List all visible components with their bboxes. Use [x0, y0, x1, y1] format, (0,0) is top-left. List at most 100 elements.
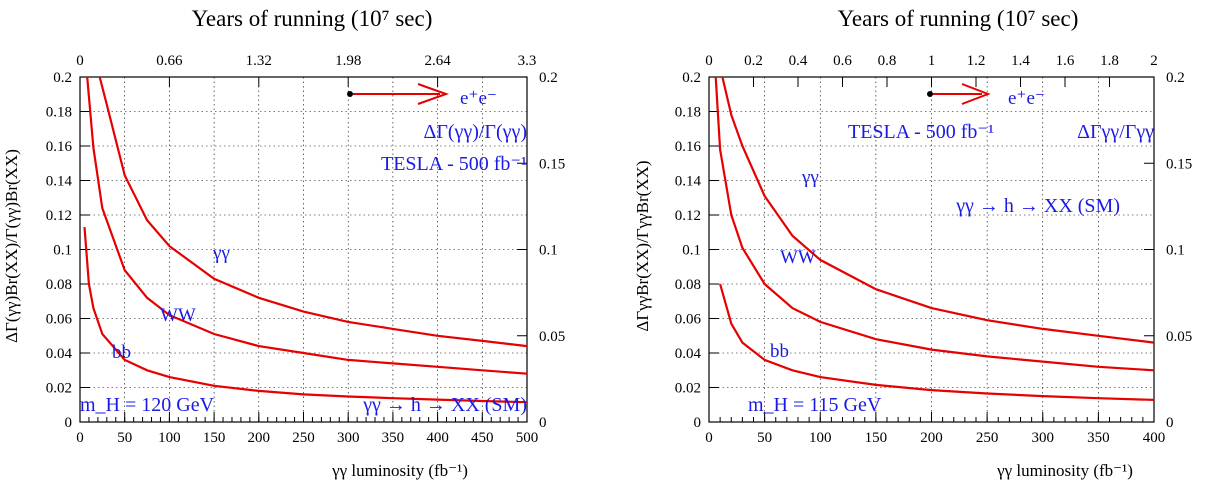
x-axis-title: γγ luminosity (fb⁻¹) — [331, 461, 468, 480]
y-axis-title: ΔΓγγBr(XX)/ΓγγBr(XX) — [633, 160, 652, 331]
top-tick-label: 0.8 — [878, 53, 897, 69]
process-label: γγ → h → XX (SM) — [362, 394, 527, 416]
y-tick-label: 0.18 — [46, 105, 72, 121]
grid-lines — [709, 77, 1154, 422]
top-tick-label: 1.6 — [1056, 53, 1075, 69]
x-tick-label: 350 — [382, 430, 405, 446]
top-tick-label: 1.8 — [1100, 53, 1119, 69]
right-tick-label: 0.1 — [539, 243, 558, 259]
y-tick-label: 0.16 — [675, 139, 702, 155]
ee-arrow-head — [961, 83, 991, 105]
curve-label-ww: WW — [160, 305, 196, 326]
top-axis-title: Years of running (10⁷ sec) — [838, 6, 1079, 31]
right-tick-label: 0.2 — [1166, 70, 1185, 86]
y-tick-label: 0.14 — [46, 174, 73, 190]
x-tick-label: 400 — [426, 430, 449, 446]
y-tick-label: 0.18 — [675, 105, 701, 121]
grid-lines — [80, 77, 527, 422]
y-tick-label: 0.2 — [53, 70, 72, 86]
y-tick-label: 0 — [65, 415, 73, 431]
top-tick-label: 0.2 — [744, 53, 763, 69]
tesla-label: TESLA - 500 fb⁻¹ — [381, 153, 527, 175]
top-tick-label: 3.3 — [518, 53, 537, 69]
left-plot: Years of running (10⁷ sec) 0 50 100 150 200 2… — [2, 6, 565, 480]
y-tick-label: 0.16 — [46, 139, 73, 155]
mass-label: m_H = 115 GeV — [748, 394, 882, 416]
y-tick-label: 0.08 — [46, 277, 72, 293]
x-tick-label: 0 — [76, 430, 84, 446]
tick-labels: 0 50 100 150 200 250 300 350 40000.020.040.060.0… — [675, 53, 1193, 446]
right-tick-label: 0 — [539, 415, 547, 431]
curves — [714, 76, 1155, 401]
y-tick-label: 0.04 — [46, 346, 73, 362]
curve-gg — [98, 76, 528, 348]
y-tick-label: 0.12 — [46, 208, 72, 224]
curve-gg — [721, 76, 1155, 344]
right-tick-label: 0.15 — [539, 156, 565, 172]
y-tick-label: 0.02 — [46, 381, 72, 397]
x-tick-label: 100 — [158, 430, 181, 446]
y-tick-label: 0.2 — [682, 70, 701, 86]
plot-frame — [79, 76, 528, 423]
x-tick-label: 450 — [471, 430, 494, 446]
top-tick-label: 0.6 — [833, 53, 852, 69]
y-tick-label: 0 — [694, 415, 702, 431]
curve-ww — [86, 76, 528, 375]
y-tick-label: 0.14 — [675, 174, 702, 190]
quantity-label: ΔΓγγ/Γγγ — [1077, 121, 1154, 143]
curve-label-gg: γγ — [212, 243, 230, 264]
x-tick-label: 150 — [865, 430, 888, 446]
top-axis-title: Years of running (10⁷ sec) — [192, 6, 433, 31]
top-tick-label: 1.2 — [967, 53, 986, 69]
right-tick-label: 0.05 — [1166, 329, 1192, 345]
y-tick-label: 0.1 — [53, 243, 72, 259]
x-tick-label: 300 — [337, 430, 360, 446]
top-tick-label: 0 — [76, 53, 84, 69]
curve-ww — [714, 76, 1155, 372]
x-tick-label: 50 — [757, 430, 772, 446]
curve-bb — [83, 227, 528, 404]
x-tick-label: 400 — [1143, 430, 1166, 446]
top-tick-label: 0.66 — [156, 53, 183, 69]
curve-bb — [719, 283, 1155, 401]
mass-label: m_H = 120 GeV — [80, 394, 215, 416]
right-tick-label: 0.05 — [539, 329, 565, 345]
x-tick-label: 200 — [248, 430, 271, 446]
right-tick-label: 0.2 — [539, 70, 558, 86]
curve-label-ww: WW — [780, 247, 816, 268]
x-tick-label: 250 — [976, 430, 999, 446]
top-tick-label: 1.32 — [246, 53, 272, 69]
top-tick-label: 1.4 — [1011, 53, 1030, 69]
top-tick-label: 0 — [705, 53, 713, 69]
y-tick-label: 0.06 — [46, 312, 73, 328]
top-tick-label: 0.4 — [789, 53, 808, 69]
x-tick-label: 500 — [516, 430, 539, 446]
x-tick-label: 300 — [1032, 430, 1055, 446]
ee-marker-dot — [927, 91, 933, 97]
curve-label-gg: γγ — [801, 167, 819, 188]
y-tick-label: 0.06 — [675, 312, 702, 328]
x-tick-label: 150 — [203, 430, 226, 446]
x-tick-label: 350 — [1087, 430, 1110, 446]
y-tick-label: 0.1 — [682, 243, 701, 259]
ee-label: e⁺e⁻ — [460, 88, 497, 109]
plot-frame — [708, 76, 1155, 423]
y-tick-label: 0.12 — [675, 208, 701, 224]
x-tick-label: 0 — [705, 430, 713, 446]
curve-label-bb: bb — [770, 341, 789, 362]
right-tick-label: 0.15 — [1166, 156, 1192, 172]
y-axis-title: ΔΓ(γγ)Br(XX)/Γ(γγ)Br(XX) — [2, 149, 21, 343]
right-tick-label: 0.1 — [1166, 243, 1185, 259]
x-tick-label: 100 — [809, 430, 832, 446]
x-tick-label: 250 — [292, 430, 315, 446]
quantity-label: ΔΓ(γγ)/Γ(γγ) — [423, 121, 527, 143]
x-axis-title: γγ luminosity (fb⁻¹) — [996, 461, 1133, 480]
y-tick-label: 0.02 — [675, 381, 701, 397]
right-tick-label: 0 — [1166, 415, 1174, 431]
top-tick-label: 2.64 — [424, 53, 451, 69]
ee-arrow-head — [417, 83, 449, 105]
curves — [83, 76, 528, 404]
process-label: γγ → h → XX (SM) — [955, 195, 1120, 217]
tesla-label: TESLA - 500 fb⁻¹ — [848, 121, 994, 143]
